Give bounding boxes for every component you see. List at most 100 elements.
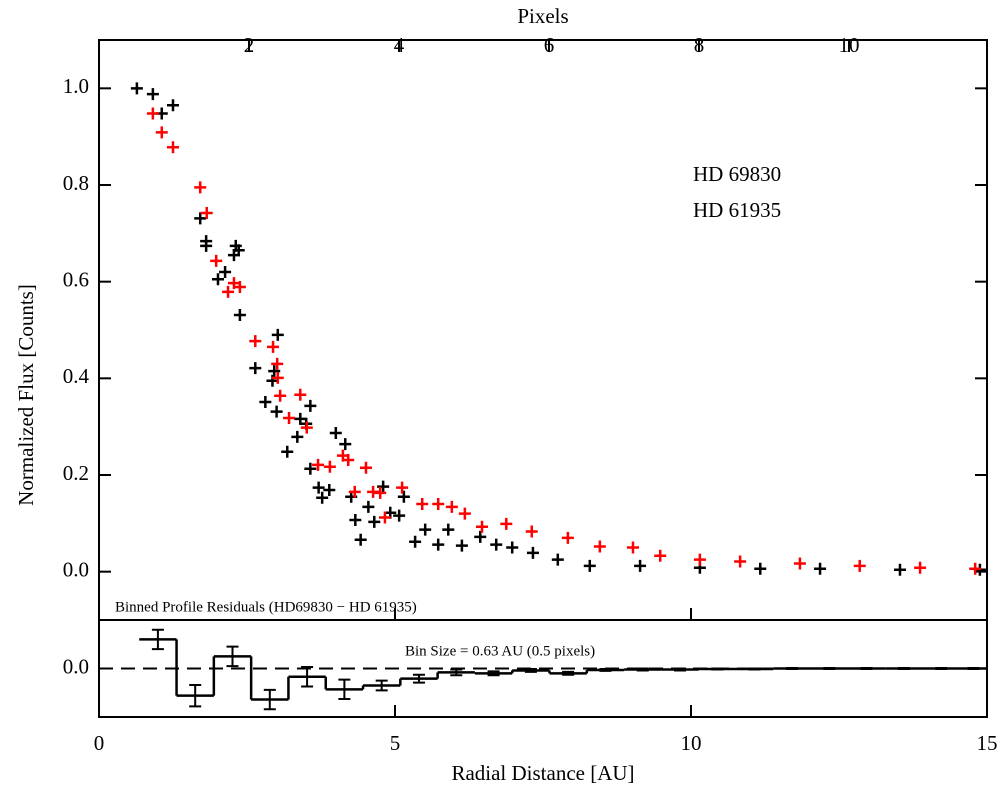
data-point <box>561 531 574 544</box>
error-bar <box>599 667 612 672</box>
data-point <box>593 540 606 553</box>
data-point <box>146 107 159 120</box>
data-point <box>329 426 342 439</box>
data-point <box>419 523 432 536</box>
data-point <box>368 515 381 528</box>
x-tick-label: 10 <box>681 731 702 755</box>
data-point <box>416 498 429 510</box>
data-point <box>200 207 213 220</box>
y-tick-label: 0.6 <box>63 267 89 291</box>
x2-axis-label: Pixels <box>517 4 568 28</box>
data-point <box>267 340 280 353</box>
data-point <box>304 462 317 475</box>
y-tick-label: 0.2 <box>63 461 89 485</box>
data-point <box>476 520 489 533</box>
x-tick-label: 5 <box>390 731 401 755</box>
y-axis-label: Normalized Flux [Counts] <box>14 284 38 506</box>
data-point <box>294 388 307 401</box>
error-bar <box>748 667 761 671</box>
x2-tick-label: 10 <box>839 33 860 57</box>
data-point <box>200 239 213 252</box>
data-point <box>393 509 406 522</box>
error-bar <box>935 667 948 670</box>
data-point <box>490 538 503 551</box>
error-bar <box>785 667 798 670</box>
data-point <box>268 365 281 378</box>
error-bar <box>487 670 500 677</box>
data-point <box>323 460 336 473</box>
data-point <box>130 82 143 95</box>
x2-tick-label: 6 <box>544 33 555 57</box>
x2-tick-label: 8 <box>694 33 705 57</box>
data-point <box>893 563 906 576</box>
error-bar <box>562 670 575 676</box>
error-bar <box>524 667 537 673</box>
data-point <box>249 362 262 375</box>
data-point <box>793 557 806 570</box>
x2-tick-label: 2 <box>244 33 255 57</box>
data-point <box>312 481 325 494</box>
error-bar <box>823 667 836 670</box>
data-point <box>222 285 235 298</box>
data-point <box>754 562 767 575</box>
y-tick-label: 1.0 <box>63 74 89 98</box>
annotation: Bin Size = 0.63 AU (0.5 pixels) <box>405 643 595 659</box>
data-point <box>232 244 245 257</box>
data-point <box>359 461 372 474</box>
data-point <box>219 266 232 278</box>
data-point <box>914 561 927 574</box>
error-bar <box>151 628 164 651</box>
error-bar <box>226 645 239 668</box>
data-point <box>194 212 207 225</box>
data-point <box>281 445 294 458</box>
data-point <box>526 546 539 559</box>
data-point <box>362 500 375 513</box>
data-point <box>634 559 647 572</box>
data-point <box>300 421 313 434</box>
data-point <box>155 126 168 139</box>
error-bar <box>412 673 425 684</box>
data-point <box>283 411 296 424</box>
data-point <box>339 438 352 451</box>
data-point <box>814 562 827 575</box>
y-tick-label: 0.0 <box>63 557 89 581</box>
error-bar <box>860 667 873 670</box>
data-point <box>146 88 159 101</box>
data-point <box>167 141 179 154</box>
data-point <box>316 491 329 504</box>
data-point <box>654 549 667 562</box>
data-point <box>474 530 487 543</box>
plot-frame <box>98 39 988 718</box>
data-point <box>271 357 284 370</box>
error-bar <box>263 688 276 711</box>
x-tick-label: 15 <box>977 731 998 755</box>
data-point <box>291 430 304 443</box>
data-point <box>249 335 262 348</box>
data-point <box>274 389 287 402</box>
data-point <box>194 181 207 194</box>
data-point <box>323 483 336 496</box>
error-bar <box>711 667 724 671</box>
data-point <box>354 533 367 546</box>
x-axis-label: Radial Distance [AU] <box>451 761 634 785</box>
x-tick-label: 0 <box>94 731 105 755</box>
data-point <box>432 538 445 551</box>
error-bar <box>967 667 980 670</box>
data-point <box>442 523 455 536</box>
data-point <box>378 511 391 524</box>
data-point <box>342 454 355 467</box>
data-point <box>210 254 223 267</box>
data-point <box>409 535 422 548</box>
error-bar <box>301 666 314 688</box>
data-point <box>259 396 272 409</box>
data-point <box>853 559 866 572</box>
data-point <box>304 399 317 412</box>
data-point <box>233 280 246 293</box>
error-bar <box>674 667 687 672</box>
data-point <box>525 525 538 538</box>
y-tick-label: 0.4 <box>63 364 90 388</box>
data-point <box>396 481 409 494</box>
legend-entry: HD 69830 <box>693 162 781 186</box>
data-point <box>233 309 246 322</box>
